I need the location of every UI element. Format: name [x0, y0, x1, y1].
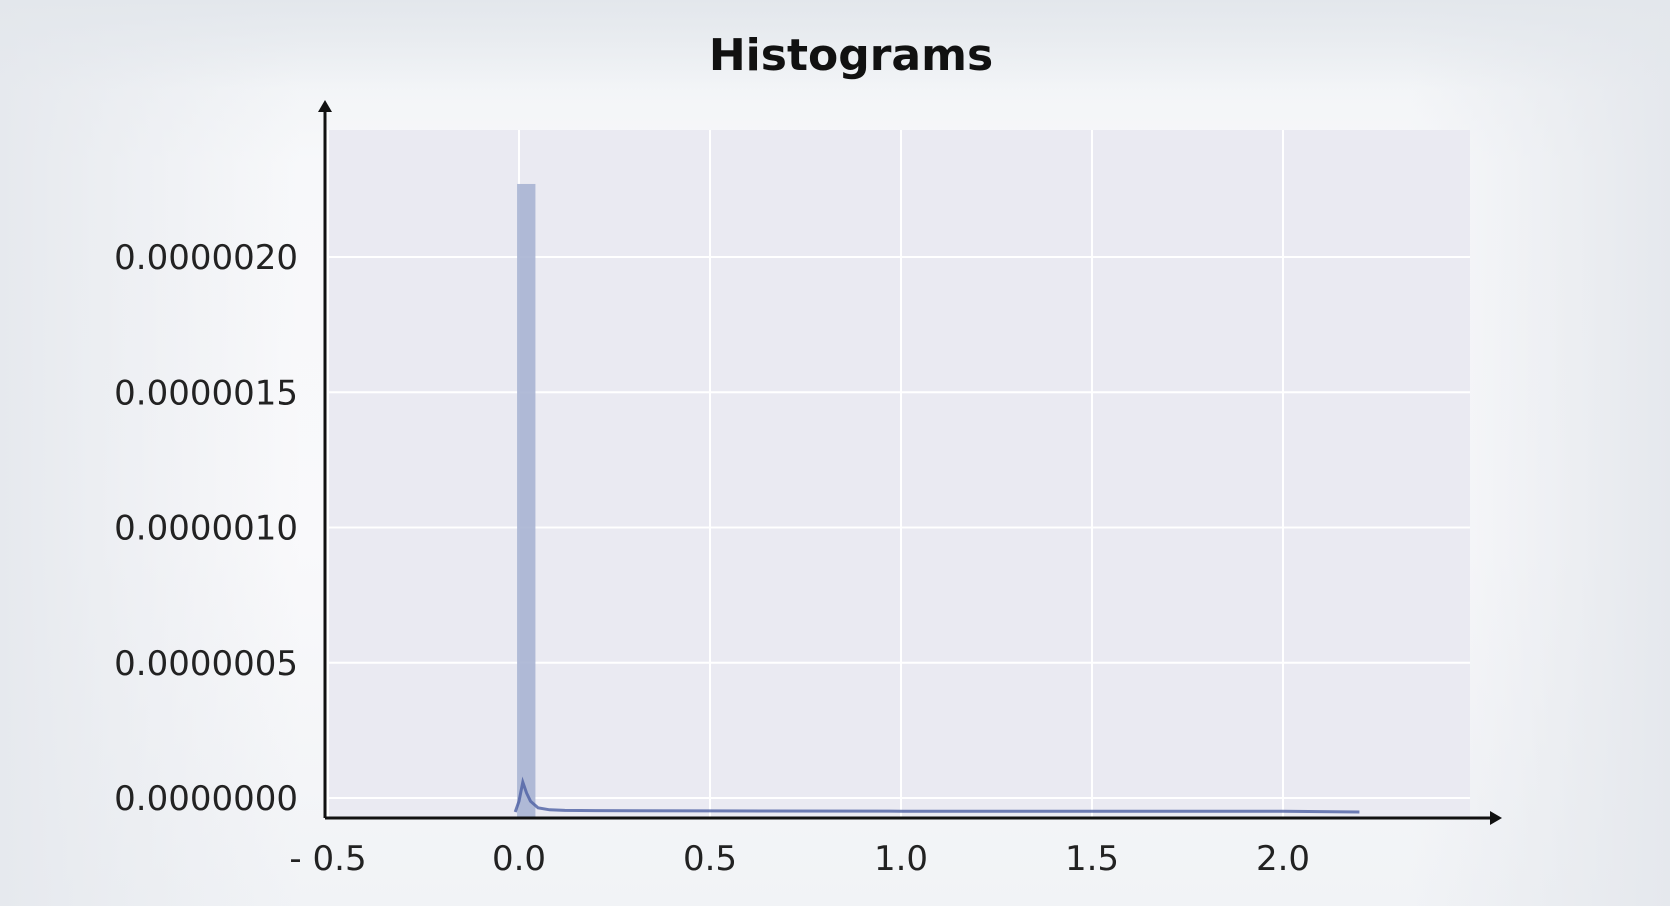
background-fade-top	[0, 0, 1670, 90]
chart-title: Histograms	[709, 30, 993, 81]
x-tick-labels: - 0.5 0.0 0.5 1.0 1.5 2.0	[289, 839, 1310, 879]
y-tick-label-2: 0.0000010	[114, 509, 298, 549]
background-fade-left	[0, 0, 300, 906]
x-tick-label-1: 0.0	[492, 839, 546, 879]
x-axis-arrow	[1490, 811, 1502, 825]
y-tick-label-1: 0.0000005	[114, 644, 298, 684]
x-tick-label-3: 1.0	[874, 839, 928, 879]
plot-area	[328, 130, 1470, 818]
histogram-bars	[517, 183, 536, 819]
y-axis-arrow	[318, 100, 332, 112]
kde-curve	[513, 776, 1360, 814]
y-tick-label-4: 0.0000020	[114, 238, 298, 278]
x-tick-label-5: 2.0	[1256, 839, 1310, 879]
x-tick-label-2: 0.5	[683, 839, 737, 879]
y-tick-labels: 0.0000000 0.0000005 0.0000010 0.0000015 0.00…	[114, 238, 298, 819]
y-tick-label-0: 0.0000000	[114, 779, 298, 819]
x-tick-label-4: 1.5	[1065, 839, 1119, 879]
y-tick-label-3: 0.0000015	[114, 373, 298, 413]
histogram-bar-0	[517, 183, 536, 819]
x-tick-label-0: - 0.5	[289, 839, 366, 879]
axes	[318, 100, 1502, 825]
